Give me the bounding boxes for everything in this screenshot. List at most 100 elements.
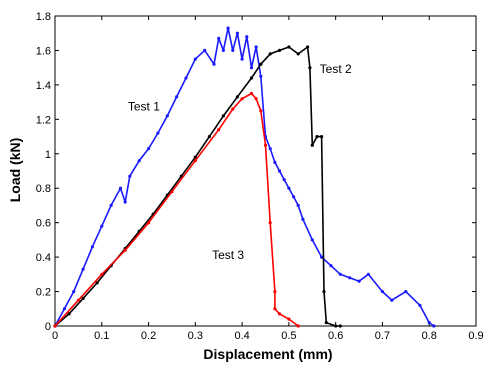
data-point-test-3 [123,248,127,252]
data-point-test-1 [147,147,151,151]
data-point-test-2 [287,45,291,49]
data-point-test-1 [287,186,291,190]
data-point-test-3 [296,324,300,328]
data-point-test-1 [357,279,361,283]
data-point-test-1 [72,290,76,294]
y-axis: 0 0.2 0.4 0.6 0.8 1 1.2 1.4 1.6 1.8 [36,11,476,333]
y-axis-title: Load (kN) [7,138,23,203]
data-point-test-1 [282,178,286,182]
data-point-test-2 [235,95,239,99]
y-tick-label: 1 [45,149,51,161]
x-tick-label: 0.5 [281,330,296,342]
data-point-test-2 [259,62,263,66]
data-point-test-1 [273,160,277,164]
y-tick-label: 1.6 [36,45,51,57]
data-point-test-1 [277,169,282,173]
data-point-test-3 [193,159,197,163]
data-point-test-3 [263,143,268,147]
x-tick-label: 0 [52,330,58,342]
data-point-test-2 [193,155,197,159]
data-point-test-1 [128,174,132,178]
data-point-test-1 [226,26,230,30]
data-point-test-2 [268,52,272,56]
data-point-test-1 [109,203,113,207]
data-point-test-3 [287,317,291,321]
data-point-test-2 [310,143,314,147]
data-point-test-2 [322,290,326,294]
x-tick-label: 0.3 [188,330,203,342]
data-point-test-1 [254,45,258,49]
data-point-test-1 [292,195,296,199]
data-point-test-3 [170,190,174,194]
data-point-test-2 [334,324,338,328]
series-layer [53,26,436,328]
data-point-test-3 [76,298,80,302]
y-tick-label: 0 [45,321,51,333]
data-point-test-1 [390,298,394,302]
data-point-test-3 [53,324,57,328]
data-point-test-1 [118,186,123,190]
data-point-test-2 [221,114,225,118]
y-tick-label: 1.2 [36,114,51,126]
series-annotation: Test 1 [128,100,160,114]
x-tick-label: 0.2 [141,330,156,342]
data-point-test-2 [315,135,319,139]
data-point-test-1 [240,57,244,61]
data-point-test-2 [81,296,85,300]
data-point-test-2 [308,66,312,70]
data-point-test-1 [123,200,127,204]
x-tick-label: 0.8 [422,330,437,342]
data-point-test-1 [348,276,352,280]
data-point-test-3 [147,221,151,225]
data-point-test-2 [306,45,310,49]
data-point-test-1 [212,62,216,66]
data-point-test-1 [137,159,141,163]
data-point-test-1 [62,307,66,311]
x-tick-label: 0.4 [234,330,249,342]
data-point-test-1 [320,255,324,259]
data-point-test-1 [175,95,179,99]
data-point-test-3 [273,307,277,311]
data-point-test-1 [156,131,160,135]
data-point-test-1 [165,114,169,118]
y-tick-label: 0.6 [36,218,51,230]
data-point-test-3 [259,109,263,113]
x-tick-label: 0.6 [328,330,343,342]
data-point-test-1 [338,272,342,276]
data-point-test-1 [427,321,431,325]
series-annotation: Test 2 [320,62,352,76]
y-tick-label: 1.8 [36,11,51,23]
data-point-test-3 [249,91,254,96]
data-point-test-1 [432,324,436,328]
data-point-test-1 [329,264,333,268]
data-point-test-2 [67,312,71,316]
x-tick-label: 0.9 [468,330,483,342]
x-tick-label: 0.1 [94,330,109,342]
y-tick-label: 1.4 [36,80,51,92]
data-point-test-3 [277,312,282,316]
data-point-test-1 [259,74,263,78]
data-point-test-2 [207,135,211,139]
data-point-test-3 [217,128,221,132]
plot-area [54,15,477,327]
data-point-test-1 [245,35,249,39]
data-point-test-1 [221,48,225,53]
data-point-test-1 [380,290,384,294]
plot-border [54,15,477,327]
y-tick-label: 0.4 [36,252,51,264]
data-point-test-3 [231,107,235,111]
data-point-test-1 [231,48,235,53]
data-point-test-1 [235,31,239,35]
data-point-test-2 [249,76,254,80]
data-point-test-1 [301,217,305,221]
data-point-test-2 [277,48,282,53]
series-annotation: Test 3 [212,248,244,262]
data-point-test-1 [249,66,254,70]
data-point-test-1 [193,57,197,61]
series-line-test-1 [54,27,435,327]
annotation-layer: Test 1 Test 2 Test 3 [128,62,352,262]
x-tick-label: 0.7 [375,330,390,342]
data-point-test-1 [217,36,221,41]
data-point-test-1 [310,238,314,242]
